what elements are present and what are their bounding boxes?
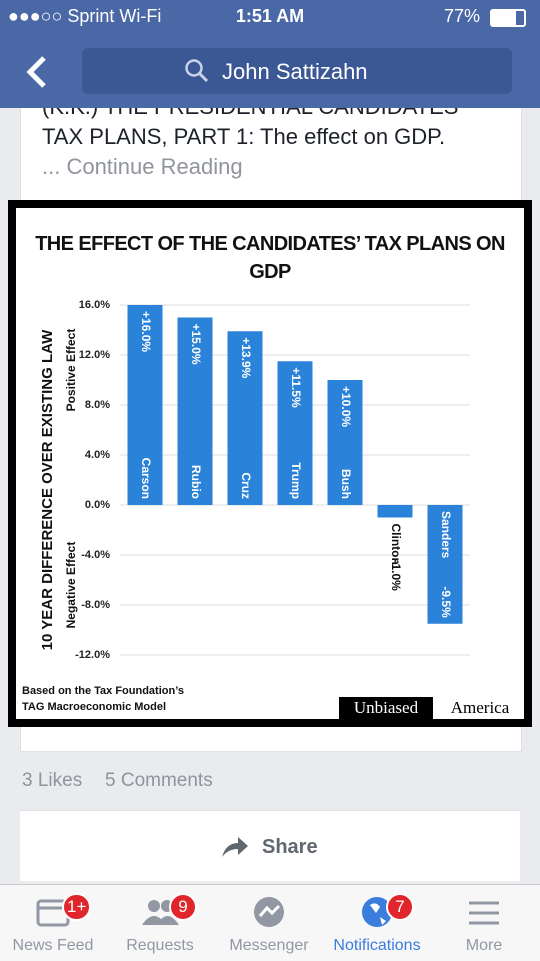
search-box[interactable]: John Sattizahn (82, 48, 512, 94)
share[interactable]: Share (262, 836, 318, 858)
badge: 9 (169, 893, 197, 921)
bar (427, 505, 463, 624)
y-tick-label: 12.0% (79, 349, 110, 361)
tab[interactable]: News Feed 1+ (0, 885, 108, 961)
chart: 10 YEAR DIFFERENCE OVER EXISTING LAW Pos… (22, 299, 510, 719)
y-tick-label: 16.0% (79, 299, 110, 311)
battery-pct: 77% (444, 6, 481, 26)
y-tick-label: -4.0% (81, 549, 110, 561)
annotation: Negative Effect (64, 542, 78, 629)
y-tick-label: 0.0% (85, 499, 110, 511)
bar (327, 380, 363, 505)
search-text: John Sattizahn (222, 59, 368, 84)
tab[interactable]: More (429, 885, 539, 961)
value-label: +10.0% (339, 386, 353, 427)
y-axis-label: 10 YEAR DIFFERENCE OVER EXISTING LAW (39, 329, 56, 650)
share-icon (222, 837, 248, 857)
value-label: +15.0% (189, 324, 203, 365)
bar (377, 505, 413, 518)
tab-label: Notifications (333, 937, 421, 954)
chart-title: THE EFFECT OF THE CANDIDATES’ TAX PLANS … (35, 233, 505, 283)
category-label: Sanders (439, 511, 453, 559)
tab-label: News Feed (12, 937, 94, 954)
nav-bar: ●●●○○ Sprint Wi-Fi 1:51 AM 77% John Satt… (0, 0, 540, 108)
category-label: Carson (139, 458, 153, 499)
bar (127, 305, 163, 505)
value-label: -1.0% (389, 560, 403, 592)
y-tick-label: 4.0% (85, 449, 110, 461)
chart-bg (16, 208, 524, 719)
tab-label: More (465, 937, 503, 954)
brand: America (451, 698, 510, 717)
share-row: Share (20, 810, 520, 881)
category-label: Trump (289, 462, 303, 499)
category-label: Rubio (189, 465, 203, 499)
source: Based on the Tax Foundation’s (22, 685, 184, 697)
bar (277, 361, 313, 505)
comments[interactable]: 5 Comments (105, 770, 213, 791)
search-icon (185, 59, 209, 83)
y-tick-label: 8.0% (85, 399, 110, 411)
annotation: Positive Effect (64, 329, 78, 412)
y-tick-label: -8.0% (81, 599, 110, 611)
tab-icon (362, 897, 392, 927)
tab[interactable]: Notifications 7 (322, 885, 432, 961)
chart-frame: THE EFFECT OF THE CANDIDATES’ TAX PLANS … (8, 200, 532, 727)
tab-bar: News Feed 1+ Requests 9 Messenger Notificatio… (0, 884, 540, 961)
category-label: Cruz (239, 472, 253, 499)
tab-icon (254, 897, 284, 927)
badge: 1+ (62, 893, 92, 921)
battery-icon (490, 9, 526, 27)
tab[interactable]: Requests 9 (105, 885, 215, 961)
value-label: +11.5% (289, 367, 303, 408)
likes[interactable]: 3 Likes (22, 770, 83, 791)
value-label: -9.5% (439, 586, 453, 618)
bar (227, 331, 263, 505)
tab-icon (469, 901, 499, 925)
continue-reading[interactable]: ... Continue Reading (42, 154, 243, 179)
source: TAG Macroeconomic Model (22, 701, 166, 713)
post-line: TAX PLANS, PART 1: The effect on GDP. (42, 124, 446, 149)
category-label: Bush (339, 469, 353, 499)
brand-box (339, 697, 433, 719)
value-label: +13.9% (239, 337, 253, 378)
bar (177, 317, 213, 505)
clock: 1:51 AM (235, 6, 305, 26)
tab[interactable]: Messenger (214, 885, 324, 961)
value-label: +16.0% (139, 311, 153, 352)
tab-label: Messenger (229, 937, 309, 954)
category-label: Clinton (389, 524, 403, 565)
back-button[interactable] (20, 52, 56, 92)
y-tick-label: -12.0% (75, 649, 110, 661)
carrier: ●●●○○ Sprint Wi-Fi (8, 6, 162, 26)
badge: 7 (386, 893, 414, 921)
tab-label: Requests (126, 937, 194, 954)
brand: Unbiased (354, 698, 419, 717)
